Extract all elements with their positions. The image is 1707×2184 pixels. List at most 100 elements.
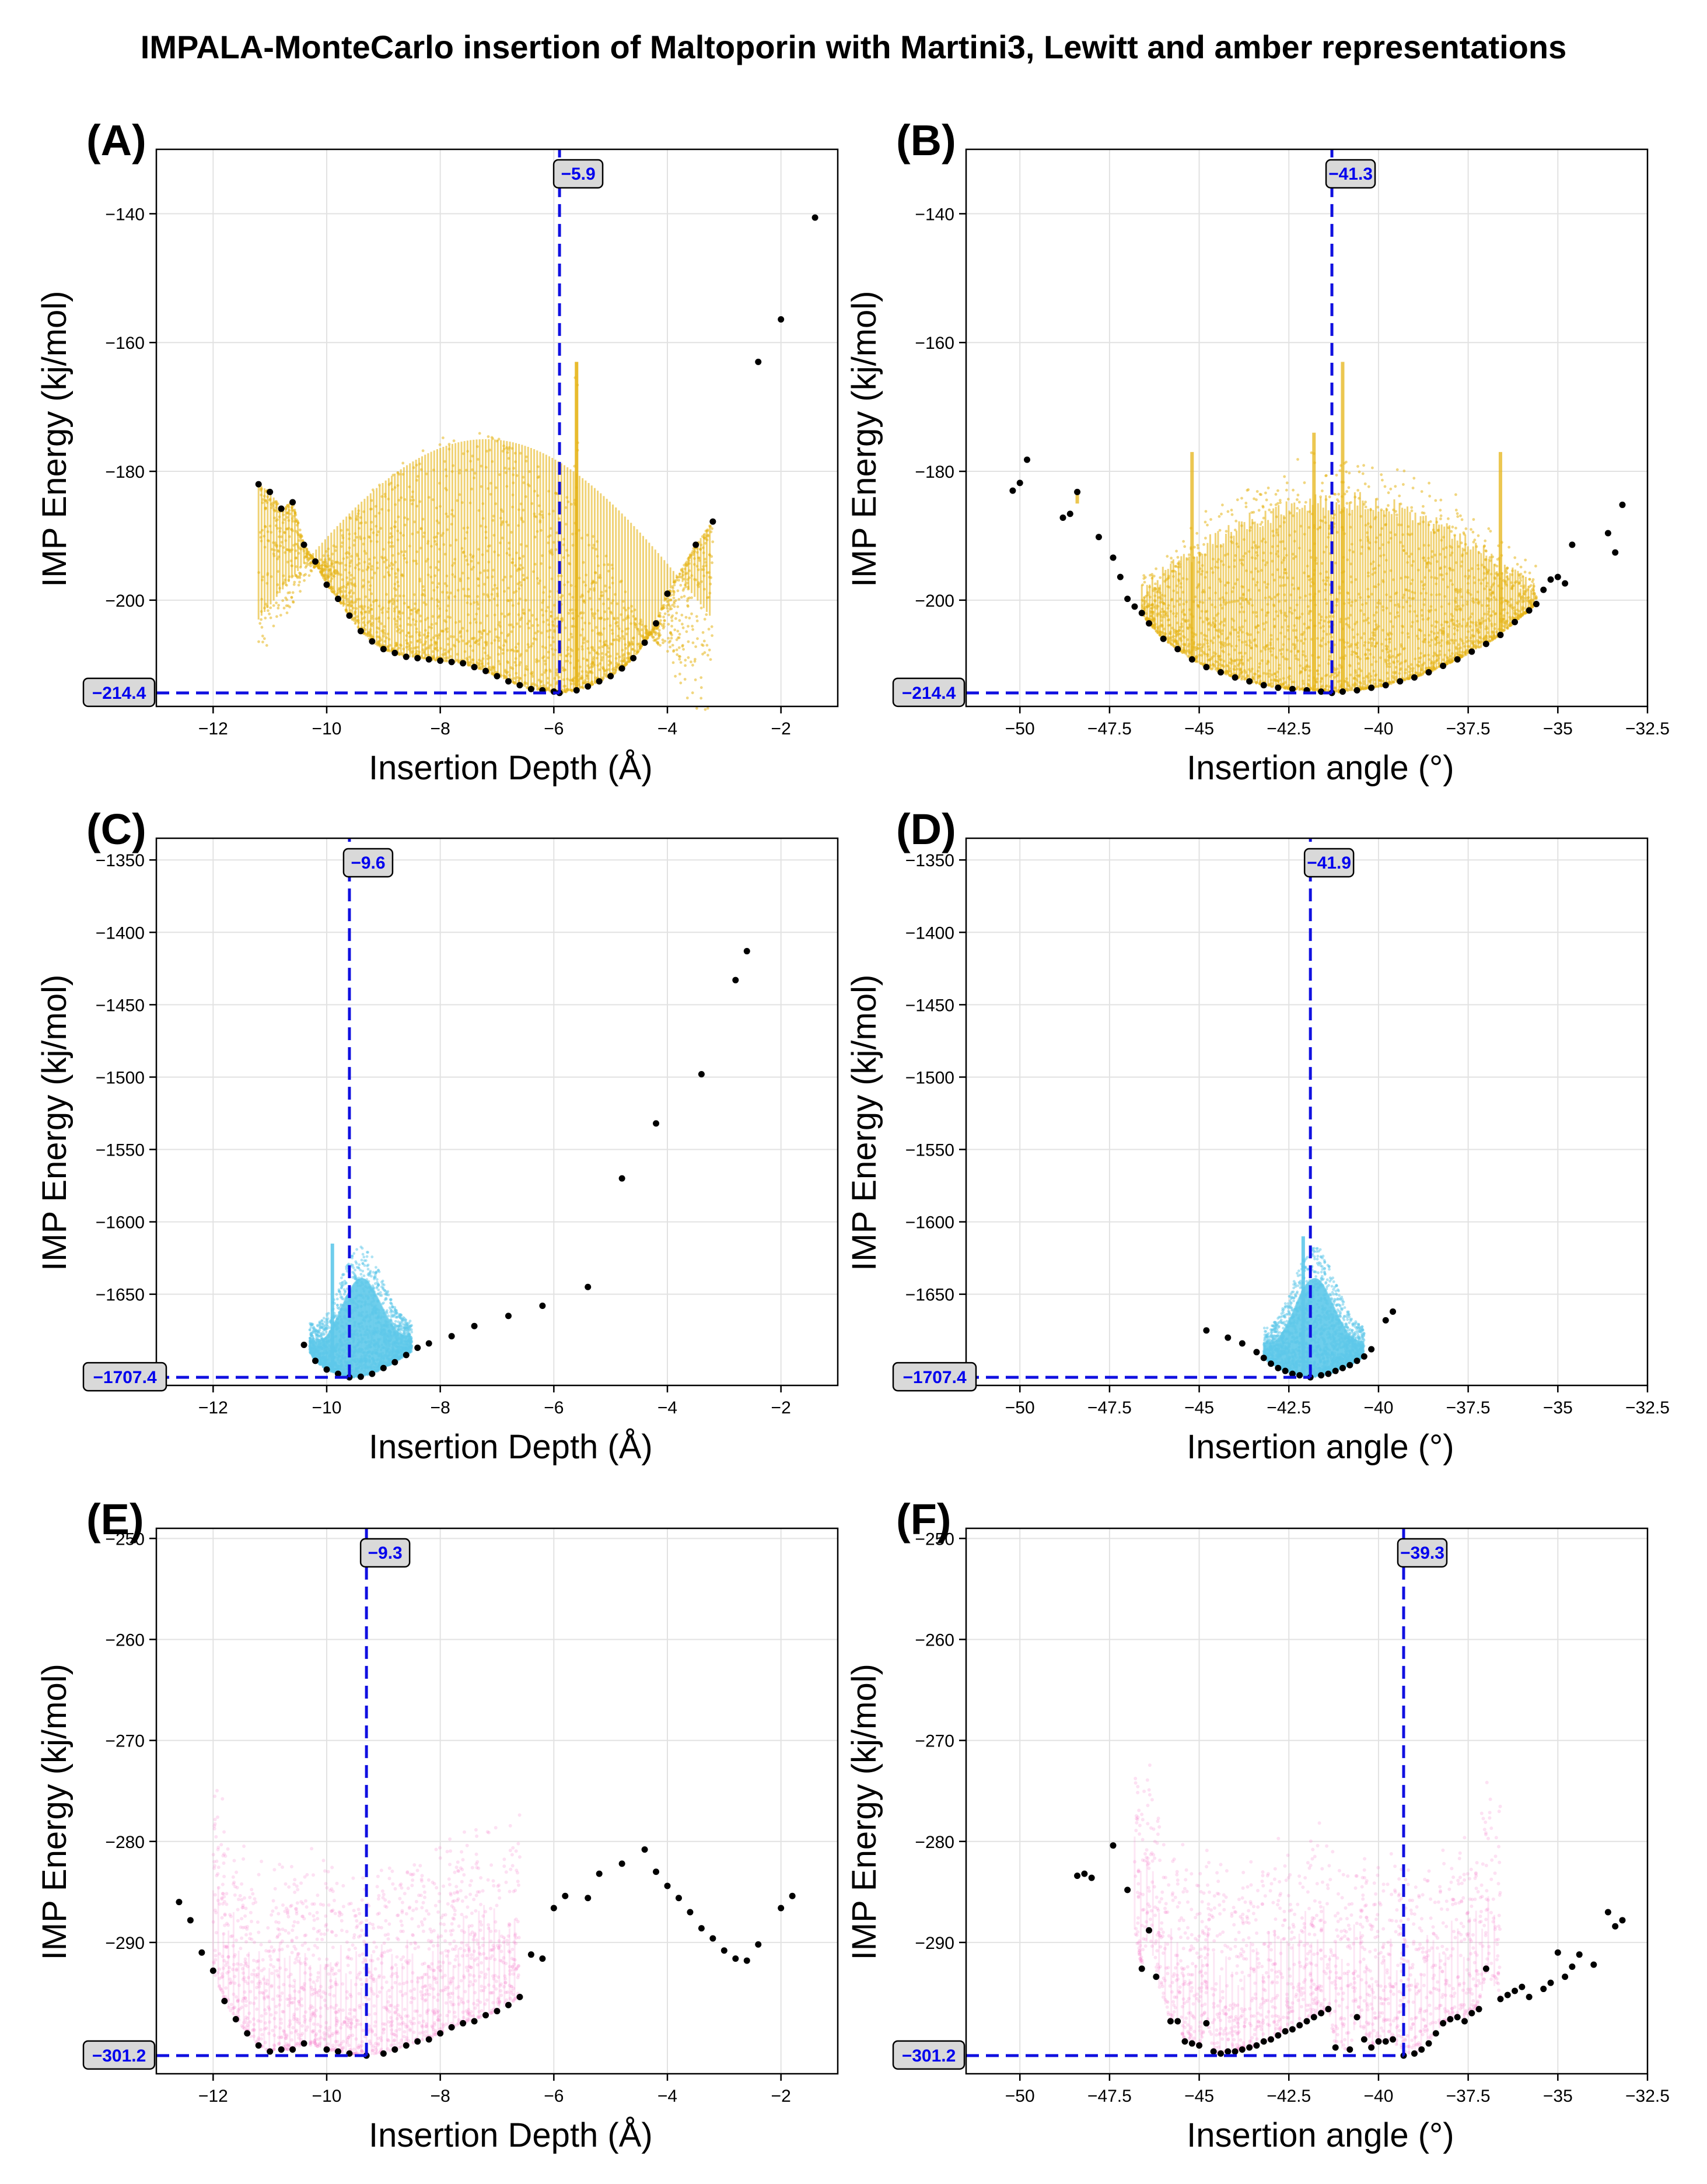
scatter-point <box>442 436 445 439</box>
scatter-point <box>1155 567 1157 570</box>
scatter-point <box>707 628 711 631</box>
scatter-point <box>298 580 301 584</box>
boundary-point <box>460 660 467 667</box>
scatter-point <box>667 613 670 617</box>
scatter-point <box>1204 510 1208 513</box>
scatter-point <box>1530 584 1533 587</box>
scatter-point <box>1395 513 1398 517</box>
scatter-point <box>1381 478 1384 482</box>
scatter-point <box>284 596 288 600</box>
scatter-point <box>1447 517 1450 520</box>
scatter-point <box>699 676 703 679</box>
scatter-point <box>685 630 688 634</box>
scatter-point <box>257 640 260 643</box>
scatter-point <box>1252 510 1255 514</box>
boundary-point <box>778 316 785 323</box>
scatter-point <box>292 583 296 586</box>
boundary-point <box>255 481 262 488</box>
min-x-annotation: −5.9 <box>561 164 595 184</box>
scatter-point <box>1182 540 1185 543</box>
boundary-point <box>334 596 341 603</box>
scatter-point <box>1472 540 1475 544</box>
scatter-point <box>1328 495 1331 499</box>
scatter-point <box>438 443 442 446</box>
scatter-point <box>691 625 694 628</box>
scatter-point <box>1337 500 1340 503</box>
scatter-point <box>681 589 685 592</box>
scatter-point <box>676 629 680 633</box>
scatter-point <box>1348 471 1351 475</box>
scatter-point <box>667 622 670 626</box>
scatter-point <box>679 661 683 664</box>
boundary-point <box>289 499 296 506</box>
scatter-point <box>1142 577 1146 580</box>
scatter-point <box>281 599 285 602</box>
scatter-point <box>1387 504 1390 507</box>
scatter-point <box>309 561 313 564</box>
scatter-point <box>681 622 684 626</box>
scatter-point <box>1296 494 1300 496</box>
scatter-point <box>1376 506 1380 509</box>
scatter-point <box>688 617 691 620</box>
scatter-point <box>1197 547 1200 550</box>
scatter-point <box>299 572 302 575</box>
scatter-point <box>261 640 264 643</box>
scatter-point <box>675 611 678 615</box>
scatter-point <box>1410 509 1414 513</box>
scatter-point <box>681 626 685 629</box>
scatter-point <box>1451 526 1454 528</box>
scatter-point <box>1226 510 1230 513</box>
x-tick-label: −12 <box>198 719 228 738</box>
y-axis-label: IMP Energy (kj/mol) <box>36 291 74 587</box>
scatter-point <box>263 637 266 640</box>
scatter-point <box>673 628 677 632</box>
scatter-point <box>291 591 295 594</box>
scatter-point <box>282 607 286 610</box>
boundary-point <box>494 673 501 680</box>
scatter-point <box>265 644 268 647</box>
scatter-point <box>1394 485 1397 488</box>
scatter-point <box>637 649 641 652</box>
x-tick-label: −6 <box>544 719 564 738</box>
scatter-point <box>694 645 697 648</box>
scatter-point <box>1439 509 1442 512</box>
scatter-point <box>1204 520 1207 524</box>
scatter-point <box>1531 578 1535 581</box>
scatter-point <box>1337 492 1341 496</box>
scatter-point <box>1420 490 1423 493</box>
min-y-annotation: −214.4 <box>92 684 146 703</box>
x-tick-label: −4 <box>657 719 677 738</box>
scatter-point <box>1439 498 1443 502</box>
scatter-point <box>1206 523 1209 527</box>
x-axis-label: Insertion Depth (Å) <box>369 749 653 787</box>
x-tick-label: −2 <box>771 719 791 738</box>
scatter-point <box>1422 505 1425 508</box>
scatter-point <box>677 646 681 649</box>
scatter-point <box>666 650 669 653</box>
scatter-point <box>1345 502 1349 505</box>
scatter-point <box>1484 549 1488 552</box>
scatter-point <box>1367 485 1370 488</box>
scatter-point <box>694 678 697 681</box>
scatter-point <box>652 639 656 642</box>
scatter-point <box>703 618 706 621</box>
y-tick-label: −160 <box>105 334 145 353</box>
scatter-point <box>1371 466 1374 470</box>
scatter-point <box>674 617 677 620</box>
scatter-point <box>679 583 683 587</box>
scatter-point <box>686 599 689 603</box>
scatter-point <box>307 574 311 577</box>
scatter-point <box>279 614 282 617</box>
scatter-point <box>671 614 674 617</box>
scatter-point <box>297 583 300 587</box>
boundary-point <box>516 682 523 689</box>
scatter-point <box>269 606 272 610</box>
scatter-point <box>1412 477 1416 480</box>
scatter-point <box>1296 507 1299 510</box>
x-tick-label: −10 <box>312 719 342 738</box>
scatter-point <box>666 600 669 603</box>
scatter-point <box>706 706 709 710</box>
boundary-point <box>414 654 421 662</box>
scatter-point <box>672 590 676 593</box>
y-tick-label: −200 <box>105 592 145 611</box>
